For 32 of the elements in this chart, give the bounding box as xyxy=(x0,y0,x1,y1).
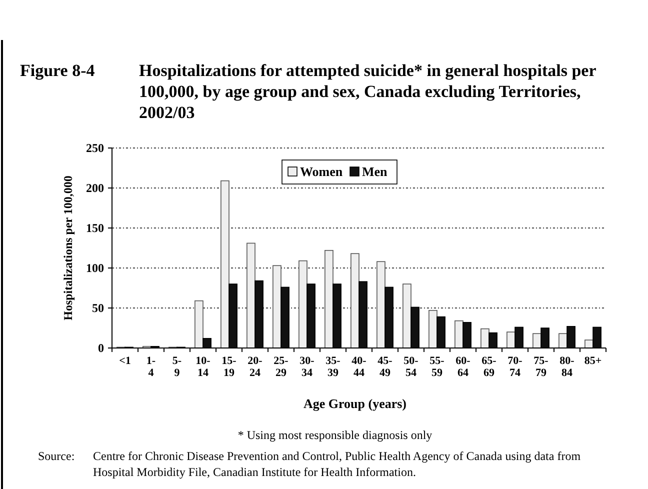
x-tick-label: 70-74 xyxy=(508,355,523,379)
y-tick-label: 0 xyxy=(98,341,104,356)
x-tick-label: 5-9 xyxy=(172,355,182,379)
x-tick-label: 10-14 xyxy=(196,355,211,379)
x-tick-label: 60-64 xyxy=(456,355,471,379)
text: * Using most responsible diagnosis only xyxy=(238,428,432,442)
text: Source: Centre for Chronic Disease Prevention and Control, Public Health Agency of Canada using data from Hospital Morbidity File, Canadian Institute for Health Information. xyxy=(38,449,581,479)
x-axis-title: Age Group (years) xyxy=(303,396,407,411)
x-tick-label: 75-79 xyxy=(534,355,549,379)
x-tick-label: 50-54 xyxy=(404,355,419,379)
y-tick-label: 50 xyxy=(92,301,104,316)
x-tick-label: 85+ xyxy=(584,355,602,367)
x-tick-label: 25-29 xyxy=(274,355,289,379)
y-tick-label: 200 xyxy=(86,181,104,196)
x-tick-label: 80-84 xyxy=(560,355,575,379)
chart-title: Figure 8-4 Hospitalizations for attempted suicide* in general hospitals per 100,000, by age group and sex, Canada excluding Territories, 2002/03 xyxy=(20,61,596,122)
x-tick-label: 40-44 xyxy=(352,355,367,379)
x-tick-label: <1 xyxy=(119,355,131,367)
x-tick-label: 20-24 xyxy=(248,355,263,379)
x-tick-label: 65-69 xyxy=(482,355,497,379)
y-tick-label: 150 xyxy=(86,221,104,236)
x-tick-label: 15-19 xyxy=(222,355,237,379)
x-tick-label: 55-59 xyxy=(430,355,445,379)
x-tick-label: 1-4 xyxy=(146,355,156,379)
x-tick-label: 35-39 xyxy=(326,355,341,379)
y-axis-title: Hospitalizations per 100,000 xyxy=(61,176,75,320)
y-tick-label: 100 xyxy=(86,261,104,276)
y-tick-label: 250 xyxy=(86,141,104,156)
x-tick-label: 30-34 xyxy=(300,355,315,379)
x-tick-label: 45-49 xyxy=(378,355,393,379)
legend-label: Men xyxy=(362,164,388,179)
legend-label: Women xyxy=(300,164,344,179)
